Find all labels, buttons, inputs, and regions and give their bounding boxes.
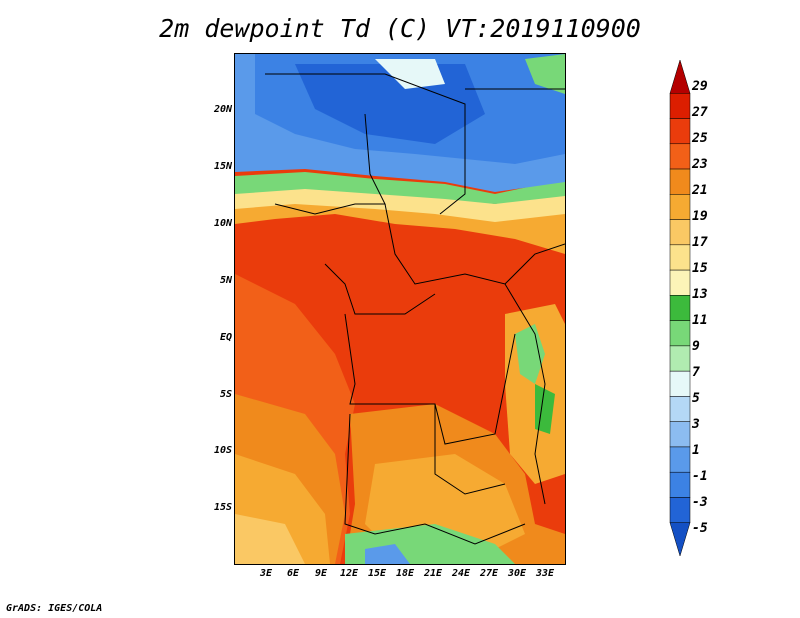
colorbar-segment — [669, 295, 691, 321]
x-tick-label: 27E — [479, 568, 499, 579]
y-tick-label: 15S — [213, 502, 232, 513]
colorbar-segment — [669, 93, 691, 119]
colorbar-segment — [669, 194, 691, 220]
colorbar-label: 25 — [692, 131, 708, 146]
colorbar-label: 13 — [692, 287, 708, 302]
x-tick-label: 12E — [339, 568, 359, 579]
y-tick-label: 10N — [213, 218, 232, 229]
northeast-green-patch — [525, 54, 565, 94]
colorbar-segment — [669, 522, 691, 557]
colorbar-label: 11 — [692, 313, 708, 328]
x-tick-label: 24E — [451, 568, 471, 579]
colorbar-label: 15 — [692, 261, 708, 276]
east-africa-green — [515, 324, 545, 384]
colorbar-segment — [669, 118, 691, 145]
sahel-pale-band — [235, 182, 565, 222]
colorbar-segment — [669, 320, 691, 347]
x-tick-label: 30E — [507, 568, 527, 579]
colorbar-segment — [669, 421, 691, 448]
colorbar-label: 5 — [692, 391, 700, 406]
colorbar-segment — [669, 370, 691, 397]
x-tick-label: 9E — [314, 568, 328, 579]
colorbar-segment — [669, 471, 691, 498]
y-tick-label: EQ — [219, 332, 232, 343]
dewpoint-map — [234, 53, 566, 565]
colorbar-label: 17 — [692, 235, 708, 250]
y-tick-label: 10S — [213, 445, 232, 456]
ocean-pale-zone — [235, 514, 305, 564]
colorbar-label: 19 — [692, 209, 708, 224]
colorbar-label: 9 — [692, 339, 700, 354]
colorbar-segment — [669, 497, 691, 523]
colorbar-label: -3 — [692, 495, 708, 510]
sahel-green-band — [235, 172, 565, 204]
colorbar-label: 1 — [692, 443, 700, 458]
colorbar-label: 29 — [692, 79, 708, 94]
y-tick-label: 5N — [219, 275, 232, 286]
colorbar-label: -1 — [692, 469, 708, 484]
x-tick-label: 18E — [395, 568, 415, 579]
colorbar-segment — [669, 345, 691, 372]
footer-credit: GrADS: IGES/COLA — [6, 603, 103, 614]
colorbar-label: 27 — [692, 105, 708, 120]
x-tick-label: 3E — [259, 568, 273, 579]
colorbar-segment — [669, 396, 691, 422]
southern-blue-patch — [365, 544, 410, 564]
colorbar — [669, 59, 691, 557]
y-tick-label: 15N — [213, 161, 232, 172]
colorbar-label: 21 — [692, 183, 708, 198]
colorbar-segment — [669, 168, 691, 195]
colorbar-segment — [669, 219, 691, 246]
colorbar-segment — [669, 446, 691, 473]
x-tick-label: 21E — [423, 568, 443, 579]
colorbar-segment — [669, 59, 691, 94]
colorbar-segment — [669, 143, 691, 170]
colorbar-label: 23 — [692, 157, 708, 172]
x-tick-label: 33E — [535, 568, 555, 579]
north-white-patch — [375, 59, 445, 89]
y-tick-label: 5S — [219, 389, 232, 400]
x-tick-label: 6E — [286, 568, 300, 579]
y-tick-label: 20N — [213, 104, 232, 115]
x-tick-label: 15E — [367, 568, 387, 579]
colorbar-label: 7 — [692, 365, 700, 380]
colorbar-label: 3 — [692, 417, 700, 432]
sahel-orange-band — [235, 194, 565, 254]
colorbar-label: -5 — [692, 521, 708, 536]
map-svg — [235, 54, 565, 564]
colorbar-segment — [669, 269, 691, 296]
colorbar-segment — [669, 244, 691, 271]
country-borders — [265, 73, 565, 545]
chart-title: 2m dewpoint Td (C) VT:2019110900 — [159, 14, 641, 43]
